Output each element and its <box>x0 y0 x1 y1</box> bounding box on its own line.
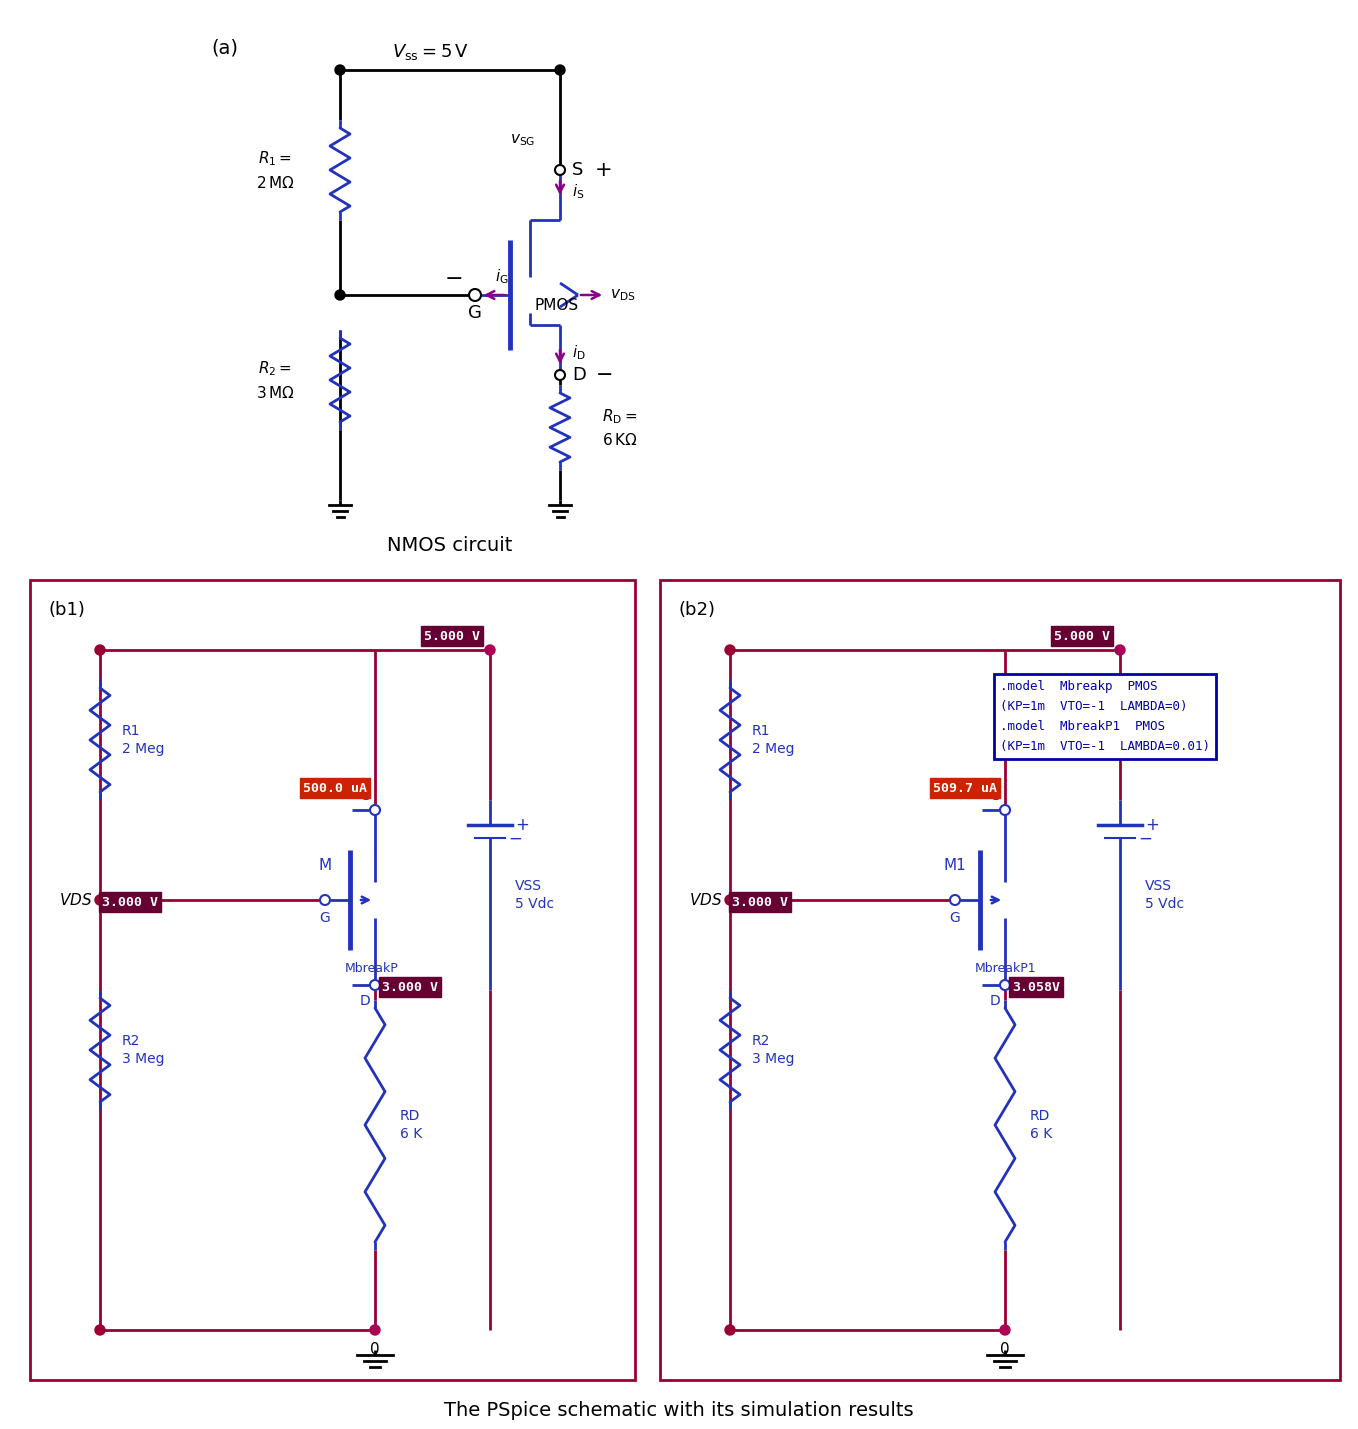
Text: (b2): (b2) <box>678 602 716 619</box>
Text: $v_{\rm SG}$: $v_{\rm SG}$ <box>509 131 535 147</box>
Text: D: D <box>572 366 585 384</box>
Bar <box>30 580 636 1380</box>
Text: $-$: $-$ <box>1138 829 1152 847</box>
Text: The PSpice schematic with its simulation results: The PSpice schematic with its simulation… <box>444 1400 914 1419</box>
Text: $-$: $-$ <box>595 363 612 383</box>
Circle shape <box>555 64 565 74</box>
Text: R2
3 Meg: R2 3 Meg <box>122 1033 164 1066</box>
Circle shape <box>725 895 735 905</box>
Circle shape <box>369 805 380 815</box>
Circle shape <box>95 644 105 654</box>
Text: S: S <box>361 789 369 803</box>
Circle shape <box>369 1325 380 1335</box>
Circle shape <box>95 895 105 905</box>
Text: S: S <box>990 789 999 803</box>
Text: D: D <box>990 995 1001 1007</box>
Text: RD
6 K: RD 6 K <box>401 1109 422 1142</box>
Circle shape <box>555 164 565 174</box>
Text: +: + <box>1145 816 1158 835</box>
Text: G: G <box>469 304 482 322</box>
Text: M1: M1 <box>944 857 967 873</box>
Text: $V$DS: $V$DS <box>689 892 722 907</box>
Circle shape <box>335 64 345 74</box>
Text: 0: 0 <box>1001 1342 1010 1358</box>
Text: G: G <box>319 912 330 925</box>
Text: 3.000 V: 3.000 V <box>102 896 158 909</box>
Text: 3.000 V: 3.000 V <box>382 980 439 993</box>
Text: 509.7 uA: 509.7 uA <box>933 782 997 795</box>
Text: R2
3 Meg: R2 3 Meg <box>752 1033 794 1066</box>
Text: MbreakP1: MbreakP1 <box>975 962 1036 975</box>
Text: (b1): (b1) <box>48 602 84 619</box>
Text: RD
6 K: RD 6 K <box>1029 1109 1052 1142</box>
Circle shape <box>1115 644 1124 654</box>
Text: 0: 0 <box>371 1342 380 1358</box>
Circle shape <box>725 1325 735 1335</box>
Circle shape <box>335 290 345 300</box>
Circle shape <box>555 370 565 380</box>
Text: $v_{\rm DS}$: $v_{\rm DS}$ <box>610 287 636 303</box>
Text: .model  Mbreakp  PMOS
(KP=1m  VTO=-1  LAMBDA=0)
.model  MbreakP1  PMOS
(KP=1m  V: .model Mbreakp PMOS (KP=1m VTO=-1 LAMBDA… <box>999 680 1210 753</box>
Text: MbreakP: MbreakP <box>345 962 399 975</box>
Circle shape <box>999 1325 1010 1335</box>
Text: $i_{\rm D}$: $i_{\rm D}$ <box>572 343 585 363</box>
Text: D: D <box>360 995 371 1007</box>
Text: M: M <box>318 857 331 873</box>
Text: $R_2=$
$3\,{\rm M\Omega}$: $R_2=$ $3\,{\rm M\Omega}$ <box>255 360 295 400</box>
Bar <box>660 580 1340 1380</box>
Circle shape <box>725 644 735 654</box>
Text: 5.000 V: 5.000 V <box>1054 630 1109 643</box>
Text: VSS
5 Vdc: VSS 5 Vdc <box>1145 879 1184 912</box>
Text: 5.000 V: 5.000 V <box>424 630 479 643</box>
Circle shape <box>485 644 496 654</box>
Text: $-$: $-$ <box>508 829 523 847</box>
Text: 3.058V: 3.058V <box>1012 980 1061 993</box>
Text: $R_1=$
$2\,{\rm M\Omega}$: $R_1=$ $2\,{\rm M\Omega}$ <box>255 150 295 190</box>
Text: 3.000 V: 3.000 V <box>732 896 788 909</box>
Text: $-$: $-$ <box>444 267 462 287</box>
Text: $V_{\rm ss}=5\,{\rm V}$: $V_{\rm ss}=5\,{\rm V}$ <box>391 41 469 61</box>
Text: $V$DS: $V$DS <box>58 892 92 907</box>
Circle shape <box>369 980 380 990</box>
Text: R1
2 Meg: R1 2 Meg <box>752 725 794 756</box>
Text: S: S <box>572 161 584 179</box>
Circle shape <box>469 289 481 302</box>
Text: PMOS: PMOS <box>535 297 579 313</box>
Circle shape <box>320 895 330 905</box>
Text: (a): (a) <box>212 39 239 57</box>
Circle shape <box>999 980 1010 990</box>
Text: NMOS circuit: NMOS circuit <box>387 536 513 554</box>
Text: $R_{\rm D}=$
$6\,{\rm K\Omega}$: $R_{\rm D}=$ $6\,{\rm K\Omega}$ <box>603 407 638 449</box>
Circle shape <box>999 805 1010 815</box>
Circle shape <box>95 1325 105 1335</box>
Text: $i_{\rm G}$: $i_{\rm G}$ <box>496 267 509 286</box>
Text: 500.0 uA: 500.0 uA <box>303 782 367 795</box>
Text: $i_{\rm S}$: $i_{\rm S}$ <box>572 183 584 201</box>
Text: VSS
5 Vdc: VSS 5 Vdc <box>515 879 554 912</box>
Text: R1
2 Meg: R1 2 Meg <box>122 725 164 756</box>
Text: +: + <box>595 160 612 180</box>
Circle shape <box>951 895 960 905</box>
Text: G: G <box>949 912 960 925</box>
Text: +: + <box>515 816 528 835</box>
